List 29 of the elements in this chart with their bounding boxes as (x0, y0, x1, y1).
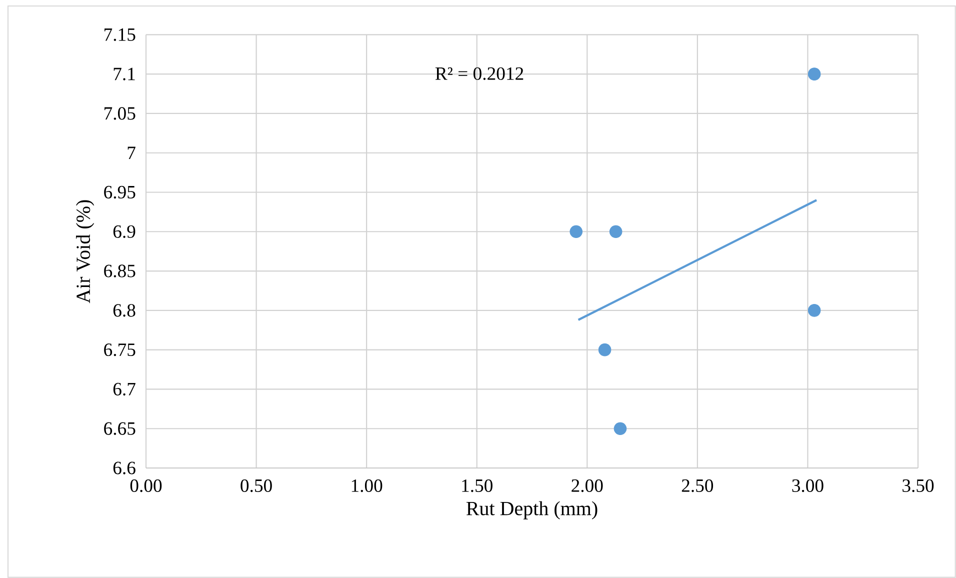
x-tick-label: 3.00 (792, 479, 824, 492)
x-tick-label: 3.50 (902, 479, 934, 492)
y-tick-label: 7.15 (104, 28, 136, 41)
y-tick-label: 6.85 (104, 264, 136, 278)
point (609, 225, 622, 238)
y-tick-label: 7.1 (114, 68, 135, 80)
y-tick-label: 6.7 (113, 382, 136, 396)
y-tick-label: 7 (128, 146, 136, 159)
y-tick-label: 6.75 (104, 344, 136, 356)
x-tick-label: 2.00 (572, 479, 603, 492)
y-tick-label: 6.9 (113, 225, 136, 238)
point (808, 304, 821, 317)
y-tick-label: 6.65 (104, 422, 136, 435)
annotation: R² = 0.2012 (435, 67, 524, 80)
point (598, 343, 612, 356)
y-tick-label: 6.8 (113, 304, 136, 317)
point (570, 225, 583, 238)
y-tick-label: 7.05 (104, 107, 136, 120)
x-tick-label: 1.50 (462, 479, 492, 492)
x-tick-label: 1.00 (352, 479, 382, 492)
y-tick-label: 6.6 (113, 462, 136, 474)
x-tick-label: 0.00 (130, 479, 162, 492)
point (808, 68, 821, 80)
x-tick-label: 0.50 (240, 479, 272, 492)
x-tick-label: 2.50 (682, 479, 714, 492)
y-tick-label: 6.95 (104, 186, 136, 199)
y-axis-title: Air Void (%) (76, 200, 94, 304)
x-axis-title: Rut Depth (mm) (466, 501, 598, 520)
point (614, 422, 627, 436)
